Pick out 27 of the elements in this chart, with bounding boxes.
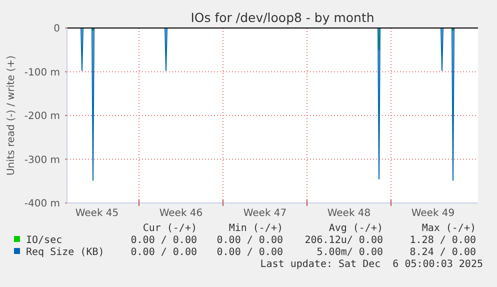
text: 5.00m/ 0.00: [316, 247, 383, 258]
y-axis-title: Units read (-) / write (+): [6, 55, 17, 176]
y-tick-label: -100 m: [24, 67, 60, 78]
text: 206.12u/ 0.00: [304, 235, 383, 246]
y-tick-label: -300 m: [24, 154, 60, 166]
x-tick-label: Week 48: [327, 208, 371, 219]
legend-label: IO/sec: [26, 235, 62, 246]
text: Cur (-/+): [142, 223, 197, 234]
legend-label: Req Size (KB): [26, 247, 104, 258]
text: Min (-/+): [228, 223, 283, 234]
y-tick-label: -200 m: [24, 111, 60, 122]
chart-title: IOs for /dev/loop8 - by month: [190, 10, 374, 25]
text: 0.00 / 0.00: [216, 235, 283, 246]
text: 0.00 / 0.00: [216, 247, 283, 258]
x-tick-label: Week 45: [75, 208, 119, 219]
x-tick-label: Week 49: [411, 208, 455, 219]
text: Max (-/+): [422, 223, 476, 234]
text: 8.24 / 0.00: [410, 247, 476, 258]
text: Last update: Sat Dec 6 05:00:03 2025: [260, 259, 483, 270]
x-tick-label: Week 46: [159, 208, 203, 219]
text: 0.00 / 0.00: [130, 235, 197, 246]
text: Avg (-/+): [328, 223, 383, 234]
text: 0.00 / 0.00: [130, 247, 197, 258]
y-tick-label: -400 m: [24, 198, 60, 210]
text: 1.28 / 0.00: [410, 235, 476, 246]
y-tick-label: 0: [54, 24, 60, 34]
x-tick-label: Week 47: [243, 208, 287, 219]
